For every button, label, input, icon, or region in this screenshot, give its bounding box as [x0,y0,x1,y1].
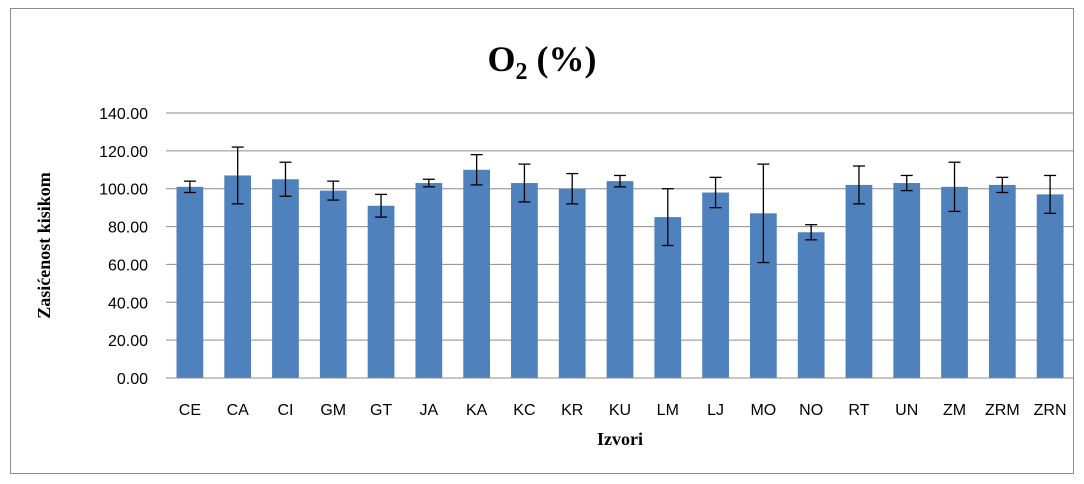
y-tick-label: 20.00 [108,333,148,350]
y-tick-label: 60.00 [108,257,148,274]
y-tick-label: 40.00 [108,295,148,312]
title-main: O [487,39,516,79]
y-tick-label: 0.00 [117,371,148,388]
x-tick-label: LM [657,402,679,419]
bars [176,169,1064,378]
error-bars [183,146,1057,264]
y-tick-label: 120.00 [99,144,148,161]
bar-kc [511,183,538,378]
y-axis-title: Zasićenost kisikom [34,172,54,319]
x-tick-label: ZRM [985,402,1020,419]
title-tail: (%) [527,39,597,79]
bar-ci [272,179,299,378]
bar-zrn [1036,194,1064,378]
y-tick-labels: 0.00 20.00 40.00 60.00 80.00 100.00 120.00 140.… [99,106,148,388]
x-axis-title: Izvori [597,429,643,449]
bar-zrm [988,184,1016,378]
x-tick-label: CE [179,402,201,419]
bar-no [797,232,825,378]
bar-kr [558,188,586,378]
x-tick-label: KA [466,402,488,419]
y-tick-label: 140.00 [99,106,148,123]
x-tick-label: GM [320,402,346,419]
chart-title: O2 (%) [0,38,1084,86]
x-tick-label: CA [227,402,250,419]
x-tick-label: KC [513,402,535,419]
y-tick-label: 80.00 [108,220,148,237]
bar-un [893,183,921,378]
x-tick-label: ZM [943,402,966,419]
bar-gt [367,205,395,378]
bar-ce [176,186,204,378]
x-tick-label: LJ [707,402,724,419]
x-tick-label: JA [420,402,439,419]
bar-gm [319,190,347,378]
x-tick-label: ZRN [1034,402,1067,419]
bar-ca [224,175,252,378]
x-tick-label: GT [370,402,392,419]
x-tick-labels: CE CA CI GM GT JA KA KC KR KU LM LJ MO NO RT UN ZM ZRM ZRN [179,402,1067,419]
x-tick-label: CI [277,402,293,419]
title-subscript: 2 [515,59,528,85]
x-tick-label: MO [750,402,776,419]
bar-rt [845,184,873,378]
x-tick-label: UN [895,402,918,419]
x-tick-label: NO [799,402,823,419]
bar-ka [463,169,491,378]
bar-zm [941,186,968,378]
bar-lj [702,192,729,378]
x-tick-label: RT [848,402,869,419]
x-tick-label: KU [609,402,631,419]
bar-ja [415,183,443,378]
y-tick-label: 100.00 [99,182,148,199]
bar-ku [606,181,634,378]
x-tick-label: KR [561,402,583,419]
